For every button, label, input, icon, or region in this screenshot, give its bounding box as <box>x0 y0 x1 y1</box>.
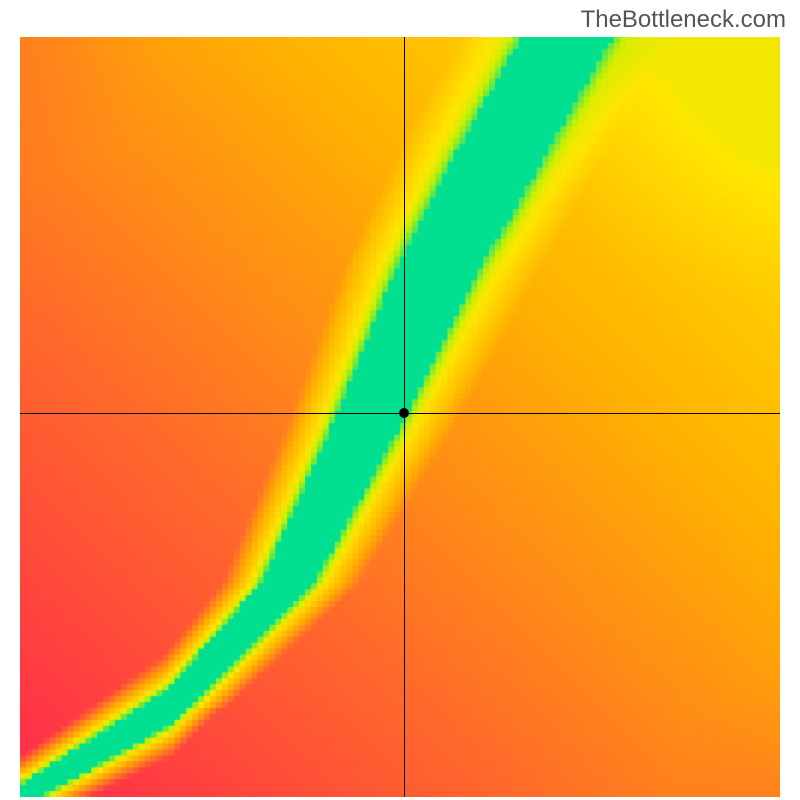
watermark-text: TheBottleneck.com <box>581 6 786 34</box>
crosshair-marker[interactable] <box>399 408 409 418</box>
chart-container: TheBottleneck.com <box>0 0 800 800</box>
